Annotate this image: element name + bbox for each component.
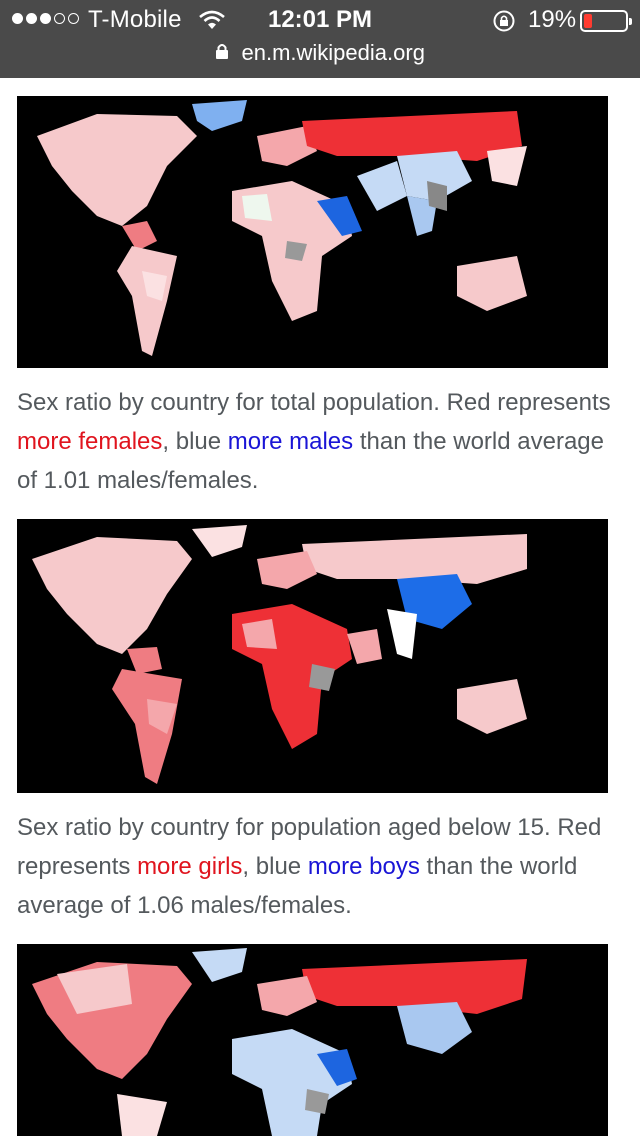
more-boys-link[interactable]: more boys xyxy=(307,853,420,880)
caption-text: Sex ratio by country for population aged… xyxy=(17,814,602,880)
sex-ratio-map-3[interactable] xyxy=(17,944,608,1136)
url-text[interactable]: en.m.wikipedia.org xyxy=(241,40,425,65)
battery-icon xyxy=(580,10,632,32)
map-caption: Sex ratio by country for total populatio… xyxy=(17,383,617,500)
sex-ratio-under-15-map[interactable] xyxy=(17,519,608,793)
wifi-icon xyxy=(198,9,226,36)
caption-text: than the world average of 1.01 males/fem… xyxy=(17,428,604,494)
map-caption: Sex ratio by country for population aged… xyxy=(17,808,617,925)
rotation-lock-icon xyxy=(492,9,516,38)
caption-text: than the world average of 1.06 males/fem… xyxy=(17,853,578,919)
caption-text: , blue xyxy=(162,428,228,455)
signal-strength-icon xyxy=(12,13,79,24)
more-girls-link[interactable]: more girls xyxy=(137,853,243,880)
more-females-link[interactable]: more females xyxy=(17,428,163,455)
caption-text: , blue xyxy=(242,853,308,880)
caption-text: Sex ratio by country for total populatio… xyxy=(17,389,611,416)
lock-icon xyxy=(215,42,229,65)
url-bar[interactable]: en.m.wikipedia.org xyxy=(0,40,640,74)
battery-level-fill xyxy=(584,14,592,28)
sex-ratio-total-map[interactable] xyxy=(17,96,608,368)
more-males-link[interactable]: more males xyxy=(227,428,354,455)
battery-percent: 19% xyxy=(528,6,577,33)
carrier-name: T-Mobile xyxy=(88,6,182,33)
browser-top-bar: T-Mobile 12:01 PM 19% xyxy=(0,0,640,78)
status-bar: T-Mobile 12:01 PM 19% xyxy=(0,0,640,40)
status-time: 12:01 PM xyxy=(267,6,373,33)
